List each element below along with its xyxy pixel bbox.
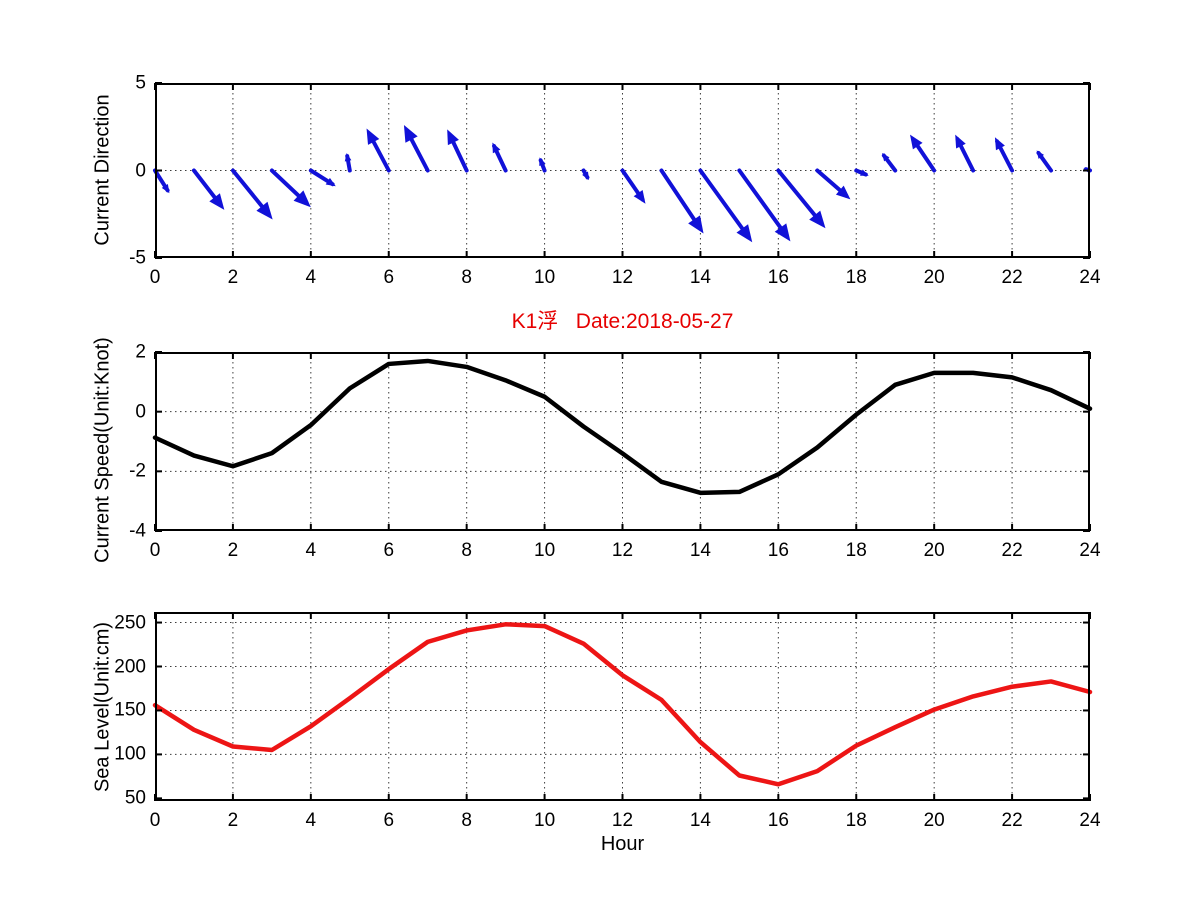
y-axis-label-current-speed: Current Speed(Unit:Knot) <box>91 337 114 563</box>
y-tick-label: -4 <box>129 520 146 542</box>
x-tick-label: 16 <box>767 810 789 831</box>
y-tick-label: 50 <box>124 787 146 809</box>
y-axis-label-current-direction: Current Direction <box>91 94 114 246</box>
x-tick-label: 14 <box>689 810 711 831</box>
y-tick-label: 150 <box>114 699 146 721</box>
x-tick-label: 18 <box>845 267 867 288</box>
x-tick-label: 6 <box>383 810 395 831</box>
x-tick-label: 12 <box>611 267 634 288</box>
x-tick-label: 22 <box>1001 540 1023 561</box>
x-tick-label: 2 <box>227 540 239 561</box>
x-tick-label: 14 <box>689 267 711 288</box>
plot-title: K1浮 Date:2018-05-27 <box>511 310 734 333</box>
y-tick-label: -2 <box>129 460 146 482</box>
x-tick-label: 20 <box>923 540 945 561</box>
x-tick-label: 0 <box>149 810 161 831</box>
sea-level-line-plot <box>152 612 1093 801</box>
x-tick-label: 8 <box>461 540 472 561</box>
x-tick-label: 2 <box>227 267 239 288</box>
x-axis-label-hour: Hour <box>600 833 645 855</box>
x-tick-label: 4 <box>305 540 317 561</box>
x-tick-label: 24 <box>1079 540 1101 561</box>
x-tick-label: 6 <box>383 267 395 288</box>
y-tick-label: -5 <box>129 247 146 269</box>
x-tick-label: 12 <box>611 810 634 831</box>
x-tick-label: 12 <box>611 540 634 561</box>
y-tick-label: 100 <box>114 743 146 765</box>
current-speed-line-plot <box>152 351 1093 532</box>
x-tick-label: 10 <box>534 540 556 561</box>
y-tick-label: 250 <box>114 612 146 634</box>
x-tick-label: 18 <box>845 540 867 561</box>
x-tick-label: 20 <box>923 267 945 288</box>
x-tick-label: 6 <box>383 540 395 561</box>
x-tick-label: 0 <box>149 267 161 288</box>
x-tick-label: 0 <box>149 540 161 561</box>
x-tick-label: 16 <box>767 267 789 288</box>
x-tick-label: 4 <box>305 267 317 288</box>
x-tick-label: 14 <box>689 540 711 561</box>
current-direction-quiver-plot <box>153 82 1092 259</box>
x-tick-label: 24 <box>1079 267 1101 288</box>
x-tick-label: 22 <box>1001 810 1023 831</box>
y-tick-label: 0 <box>135 401 146 423</box>
y-tick-label: 200 <box>114 656 146 677</box>
y-tick-label: 0 <box>135 160 146 181</box>
x-tick-label: 8 <box>461 810 472 831</box>
y-axis-label-sea-level: Sea Level(Unit:cm) <box>91 621 114 793</box>
y-tick-label: 5 <box>135 72 146 94</box>
x-tick-label: 18 <box>845 810 867 831</box>
x-tick-label: 16 <box>767 540 789 561</box>
x-tick-label: 10 <box>534 267 556 288</box>
x-tick-label: 20 <box>923 810 945 831</box>
x-tick-label: 2 <box>227 810 239 831</box>
x-tick-label: 10 <box>534 810 556 831</box>
y-tick-label: 2 <box>135 341 146 363</box>
x-tick-label: 24 <box>1079 810 1101 831</box>
x-tick-label: 8 <box>461 267 472 288</box>
x-tick-label: 22 <box>1001 267 1023 288</box>
x-tick-label: 4 <box>305 810 317 831</box>
